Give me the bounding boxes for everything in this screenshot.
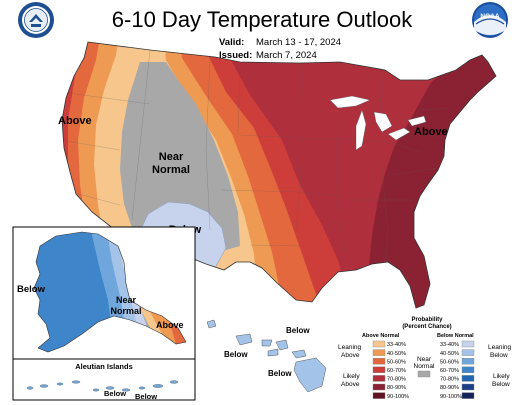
label-alaska-above: Above xyxy=(156,320,184,330)
label-hawaii-below-2: Below xyxy=(224,350,248,359)
hawaii-islands xyxy=(206,319,327,393)
legend-below-swatch-0 xyxy=(461,340,475,348)
legend-near-normal-swatch xyxy=(417,370,431,378)
legend-below-bin-label-1: 40-50% xyxy=(440,351,459,357)
conus-west-above-40-50-band xyxy=(62,42,124,308)
legend-below-swatch-5 xyxy=(461,383,475,391)
issued-date: March 7, 2024 xyxy=(256,50,317,61)
noaa-logo-text: NOAA xyxy=(480,13,499,20)
legend-near-normal-line2: Normal xyxy=(414,363,436,370)
valid-dates: March 13 - 17, 2024 xyxy=(256,37,341,48)
label-alaska-near-line1: Near xyxy=(116,295,137,305)
label-alaska-near-line2: Normal xyxy=(110,306,141,316)
legend-above-swatch-2 xyxy=(372,358,386,365)
legend-below-bin-label-3: 60-70% xyxy=(440,368,459,374)
legend-above-bin-label-4: 70-80% xyxy=(387,377,406,383)
aleutian-islands-title: Aleutian Islands xyxy=(75,362,133,371)
label-near-normal-line2: Normal xyxy=(152,164,190,176)
legend-leaning-above-line2: Above xyxy=(341,352,360,359)
label-alaska-below: Below xyxy=(17,284,46,295)
legend-above-swatch-1 xyxy=(372,349,386,356)
legend-above-bin-label-0: 33-40% xyxy=(387,342,406,348)
hawaii-inset: Below Below Below xyxy=(206,319,327,393)
legend-above-swatch-3 xyxy=(372,366,386,373)
legend-below-swatch-4 xyxy=(461,375,475,382)
label-aleutian-below-1: Below xyxy=(104,389,126,398)
legend-title-line2: (Percent Chance) xyxy=(402,324,451,330)
label-aleutian-below-2: Below xyxy=(135,392,157,401)
legend-above-bin-label-6: 90-100% xyxy=(387,394,409,400)
issued-label: Issued: xyxy=(219,50,252,61)
alaska-inset: Below Near Normal Above xyxy=(12,226,196,360)
legend-above-bin-label-5: 80-90% xyxy=(387,385,406,391)
commerce-seal-logo xyxy=(18,2,54,38)
legend-above-swatch-5 xyxy=(372,383,386,391)
legend-above-header: Above Normal xyxy=(362,333,400,339)
legend-above-bin-label-1: 40-50% xyxy=(387,351,406,357)
legend-below-bin-label-4: 70-80% xyxy=(440,377,459,383)
label-near-normal-line1: Near xyxy=(159,151,184,163)
legend-below-bin-label-2: 50-60% xyxy=(440,359,459,365)
alaska-outline xyxy=(33,231,187,353)
valid-label: Valid: xyxy=(219,37,244,48)
aleutian-inset: Aleutian Islands Below Below xyxy=(12,358,196,401)
legend-above-bin-label-2: 50-60% xyxy=(387,359,406,365)
legend-below-rows: 33-40% 40-50% 50-60% 60-70% 70-80% 80-90% 90-1… xyxy=(440,340,475,400)
legend-likely-above-line1: Likely xyxy=(343,373,360,380)
probability-legend: Probability (Percent Chance) Above Norma… xyxy=(338,317,512,400)
label-above-east: Above xyxy=(414,126,448,138)
conus-west-above-50-60-band xyxy=(62,42,106,308)
noaa-logo: NOAA xyxy=(472,2,508,38)
label-hawaii-below-1: Below xyxy=(286,326,310,335)
legend-likely-above-line2: Above xyxy=(341,381,360,388)
conus-near-normal-region xyxy=(120,62,240,250)
map-title: 6-10 Day Temperature Outlook xyxy=(112,7,413,32)
legend-leaning-above-line1: Leaning xyxy=(338,344,362,351)
legend-below-bin-label-6: 90-100% xyxy=(440,394,462,400)
legend-below-swatch-2 xyxy=(461,358,475,365)
legend-below-swatch-3 xyxy=(461,366,475,373)
legend-below-header: Below Normal xyxy=(437,333,474,339)
legend-below-swatch-6 xyxy=(461,392,475,399)
legend-above-swatch-0 xyxy=(372,340,386,348)
legend-below-bin-label-5: 80-90% xyxy=(440,385,459,391)
legend-near-normal-line1: Near xyxy=(417,356,432,363)
legend-above-bin-label-3: 60-70% xyxy=(387,368,406,374)
legend-leaning-below-line2: Below xyxy=(490,352,508,359)
label-above-west: Above xyxy=(58,115,92,127)
legend-below-bin-label-0: 33-40% xyxy=(440,342,459,348)
legend-leaning-below-line1: Leaning xyxy=(488,344,512,351)
legend-above-swatch-4 xyxy=(372,375,386,382)
great-lakes xyxy=(329,95,427,151)
legend-likely-below-line2: Below xyxy=(492,381,510,388)
legend-title-line1: Probability xyxy=(411,317,443,323)
aleutian-islands-shapes xyxy=(26,380,179,392)
legend-likely-below-line1: Likely xyxy=(493,373,510,380)
legend-above-swatch-6 xyxy=(372,392,386,399)
label-hawaii-below-3: Below xyxy=(268,369,292,378)
legend-above-rows: 33-40% 40-50% 50-60% 60-70% 70-80% 80-90% 90-1… xyxy=(372,340,409,400)
legend-below-swatch-1 xyxy=(461,349,475,356)
